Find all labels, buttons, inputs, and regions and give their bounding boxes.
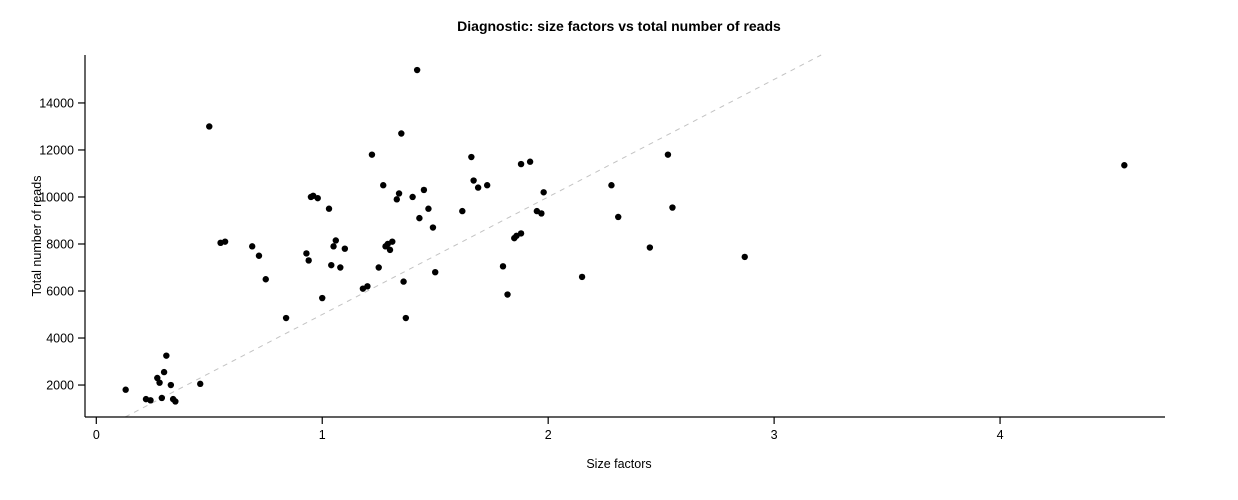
data-point <box>122 386 129 393</box>
x-tick-label: 0 <box>93 428 100 442</box>
data-point <box>526 158 534 165</box>
data-point <box>156 379 163 386</box>
data-point <box>615 213 622 221</box>
data-point <box>669 204 676 211</box>
data-point <box>248 243 256 250</box>
data-point <box>328 261 335 269</box>
data-point <box>664 151 672 158</box>
data-point <box>432 269 439 276</box>
data-point <box>337 264 344 271</box>
data-point <box>416 214 423 222</box>
data-point <box>483 182 491 189</box>
data-point <box>459 207 466 215</box>
data-point <box>538 210 545 217</box>
reference-line <box>124 54 822 418</box>
y-tick-label: 14000 <box>39 96 74 110</box>
data-point <box>393 196 400 203</box>
data-point <box>389 238 396 245</box>
data-point <box>330 243 337 250</box>
data-point <box>163 352 170 359</box>
data-point <box>364 283 371 290</box>
data-point <box>282 314 290 322</box>
data-point <box>325 205 333 212</box>
data-point <box>517 160 525 168</box>
data-point <box>380 182 387 189</box>
data-point <box>409 193 416 201</box>
data-point <box>305 257 312 264</box>
data-point <box>398 130 405 137</box>
data-point <box>332 237 339 244</box>
data-point <box>147 397 154 404</box>
data-point <box>741 253 748 261</box>
data-point <box>504 291 511 298</box>
x-tick-label: 3 <box>771 428 778 442</box>
data-point <box>314 194 321 202</box>
data-point <box>160 368 168 376</box>
y-tick-label: 4000 <box>46 332 74 346</box>
data-point <box>158 394 166 402</box>
data-point <box>470 177 477 184</box>
data-point <box>400 278 407 285</box>
data-point <box>420 186 428 194</box>
data-point <box>468 153 475 161</box>
y-tick-label: 6000 <box>46 285 74 299</box>
data-point <box>646 244 654 251</box>
data-point <box>474 184 482 191</box>
y-tick-label: 2000 <box>46 379 74 393</box>
data-point <box>368 151 376 158</box>
data-point <box>402 314 410 322</box>
y-tick-label: 12000 <box>39 143 74 157</box>
x-tick-label: 4 <box>997 428 1004 442</box>
data-point <box>262 276 269 283</box>
data-point <box>425 205 432 212</box>
chart-title: Diagnostic: size factors vs total number… <box>457 18 781 34</box>
data-point <box>197 380 204 388</box>
data-point <box>206 123 213 130</box>
data-point <box>429 224 437 231</box>
data-point <box>303 250 310 257</box>
data-point <box>255 252 263 259</box>
data-point <box>319 294 326 302</box>
data-point <box>413 66 421 74</box>
x-axis-label: Size factors <box>586 457 652 471</box>
y-tick-label: 10000 <box>39 190 74 204</box>
data-point <box>578 273 586 281</box>
data-point <box>540 189 547 196</box>
data-point <box>386 246 394 254</box>
data-point <box>172 398 179 405</box>
x-tick-label: 2 <box>545 428 552 442</box>
data-point <box>167 381 175 389</box>
x-tick-label: 1 <box>319 428 326 442</box>
data-point <box>375 264 382 271</box>
data-point <box>341 245 349 252</box>
data-point <box>221 238 229 245</box>
data-point <box>499 263 507 270</box>
data-point <box>608 182 615 189</box>
data-point <box>1121 162 1128 169</box>
data-point <box>517 230 525 237</box>
data-point <box>395 190 403 197</box>
y-tick-label: 8000 <box>46 237 74 251</box>
